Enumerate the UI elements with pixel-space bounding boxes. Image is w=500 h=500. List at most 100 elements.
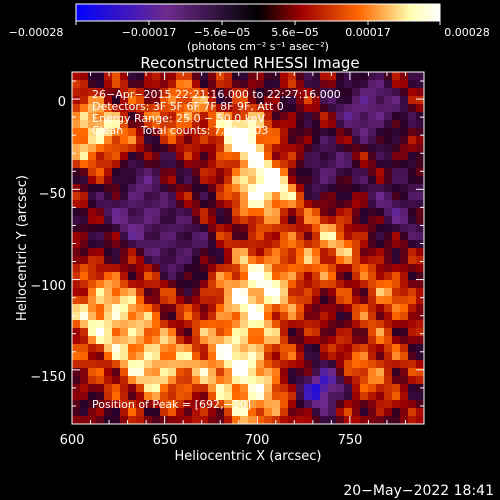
heatmap-cell [304, 104, 313, 113]
heatmap-cell [248, 96, 257, 105]
heatmap-cell [336, 328, 345, 337]
heatmap-cell [80, 416, 89, 424]
heatmap-cell [296, 416, 305, 424]
heatmap-cell [152, 288, 161, 297]
heatmap-cell [88, 168, 97, 177]
heatmap-cell [256, 320, 265, 329]
heatmap-cell [184, 392, 193, 401]
heatmap-cell [200, 96, 209, 105]
heatmap-cell [192, 120, 201, 129]
heatmap-cell [264, 272, 273, 281]
heatmap-cell [80, 192, 89, 201]
heatmap-cell [296, 128, 305, 137]
heatmap-cell [360, 344, 369, 353]
heatmap-cell [288, 80, 297, 89]
heatmap-cell [376, 112, 385, 121]
heatmap-cell [336, 224, 345, 233]
heatmap-cell [360, 176, 369, 185]
heatmap-cell [376, 248, 385, 257]
heatmap-cell [384, 128, 393, 137]
heatmap-cell [192, 312, 201, 321]
heatmap-cell [80, 312, 89, 321]
heatmap-cell [192, 344, 201, 353]
heatmap-cell [312, 400, 321, 409]
heatmap-cell [320, 408, 329, 417]
heatmap-cell [224, 128, 233, 137]
heatmap-cell [288, 384, 297, 393]
heatmap-cell [120, 120, 129, 129]
heatmap-cell [392, 120, 401, 129]
heatmap-cell [128, 312, 137, 321]
heatmap-cell [376, 328, 385, 337]
heatmap-cell [208, 392, 217, 401]
heatmap-cell [336, 104, 345, 113]
heatmap-cell [376, 184, 385, 193]
heatmap-cell [128, 216, 137, 225]
heatmap-cell [408, 240, 417, 249]
heatmap-cell [104, 240, 113, 249]
heatmap-cell [368, 176, 377, 185]
heatmap-cell [144, 160, 153, 169]
heatmap-cell [160, 408, 169, 417]
heatmap-cell [264, 264, 273, 273]
heatmap-cell [88, 144, 97, 153]
heatmap-cell [128, 400, 137, 409]
heatmap-cell [96, 400, 105, 409]
heatmap-cell [304, 208, 313, 217]
heatmap-cell [168, 208, 177, 217]
heatmap-cell [288, 96, 297, 105]
heatmap-cell [416, 288, 424, 297]
heatmap-cell [248, 304, 257, 313]
heatmap-cell [360, 216, 369, 225]
heatmap-cell [232, 192, 241, 201]
heatmap-cell [160, 400, 169, 409]
heatmap-cell [176, 176, 185, 185]
heatmap-cell [248, 144, 257, 153]
heatmap-cell [392, 232, 401, 241]
heatmap-cell [80, 96, 89, 105]
heatmap-cell [144, 376, 153, 385]
heatmap-cell [384, 160, 393, 169]
heatmap-cell [384, 368, 393, 377]
plot-frame [71, 71, 425, 425]
heatmap-cell [152, 184, 161, 193]
heatmap-cell [296, 344, 305, 353]
heatmap-cell [200, 408, 209, 417]
heatmap-cell [392, 240, 401, 249]
heatmap-cell [80, 152, 89, 161]
heatmap-cell [208, 128, 217, 137]
heatmap-cell [176, 224, 185, 233]
y-tick-label: −150 [30, 370, 66, 385]
heatmap-cell [216, 392, 225, 401]
heatmap-cell [256, 288, 265, 297]
heatmap-cell [144, 384, 153, 393]
heatmap-cell [176, 360, 185, 369]
heatmap-cell [128, 392, 137, 401]
heatmap-cell [224, 328, 233, 337]
heatmap-cell [224, 264, 233, 273]
heatmap-cell [240, 208, 249, 217]
heatmap-cell [368, 312, 377, 321]
heatmap-cell [392, 328, 401, 337]
heatmap-cell [280, 112, 289, 121]
heatmap-cell [200, 352, 209, 361]
heatmap-cell [240, 320, 249, 329]
heatmap-cell [336, 392, 345, 401]
heatmap-cell [232, 296, 241, 305]
heatmap-cell [376, 344, 385, 353]
heatmap-cell [296, 120, 305, 129]
heatmap-cell [288, 208, 297, 217]
heatmap-cell [208, 120, 217, 129]
heatmap-cell [120, 136, 129, 145]
heatmap-cell [288, 344, 297, 353]
heatmap-cell [320, 136, 329, 145]
heatmap-cell [208, 384, 217, 393]
heatmap-cell [392, 136, 401, 145]
heatmap-cell [72, 208, 81, 217]
heatmap-cell [296, 408, 305, 417]
heatmap-cell [368, 344, 377, 353]
heatmap-cell [152, 328, 161, 337]
heatmap-cell [248, 320, 257, 329]
heatmap-cell [240, 288, 249, 297]
heatmap-cell [80, 352, 89, 361]
